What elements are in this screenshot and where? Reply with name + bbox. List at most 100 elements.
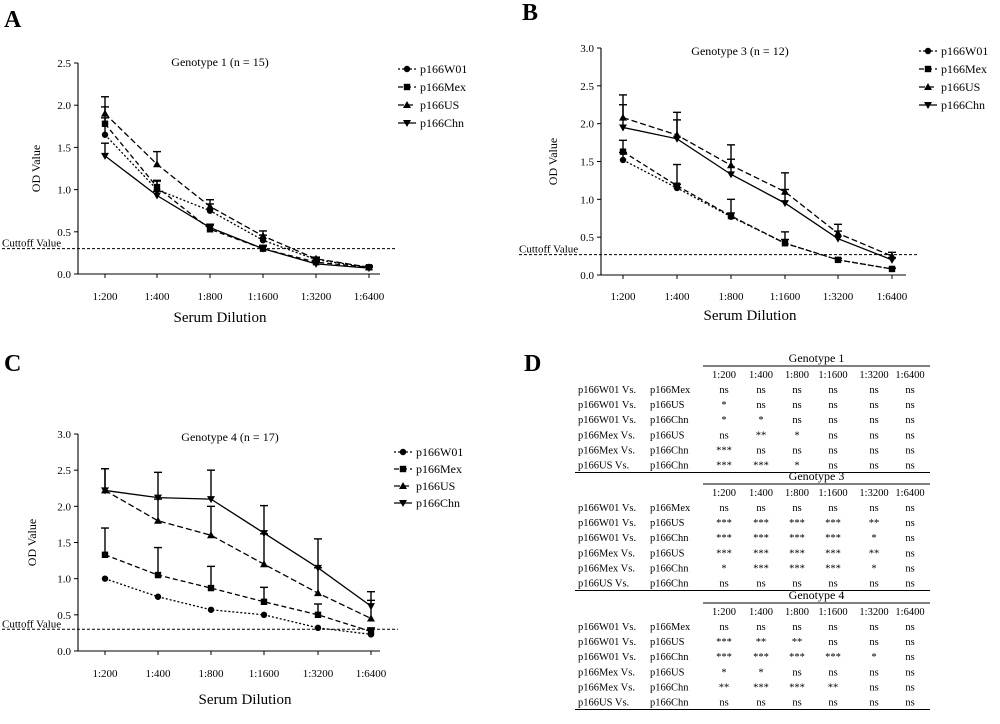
data-point-p166W01 [619, 156, 627, 164]
table-row: p166Mex Vs. p166Chn ** *** *** ** ns ns [578, 682, 915, 693]
legend-label: p166Chn [941, 98, 985, 112]
chart-title: Genotype 4 (n = 17) [181, 430, 278, 444]
legend-label: p166Mex [941, 62, 987, 76]
significance-cell: ns [756, 622, 765, 633]
data-point-p166Chn [365, 265, 373, 273]
x-tick-label: 1:200 [92, 668, 118, 680]
comparison-right: p166US [650, 518, 685, 529]
y-tick-label: 2.0 [57, 501, 71, 513]
series-line-p166W01 [104, 578, 372, 636]
x-tick-label: 1:6400 [356, 668, 387, 680]
table-column-header: 1:800 [785, 488, 809, 499]
table-column-header: 1:400 [749, 370, 773, 381]
series-line-p166US [104, 489, 372, 620]
x-tick-label: 1:3200 [301, 291, 332, 303]
significance-cell: ** [869, 548, 880, 559]
series-line-p166Mex [104, 123, 370, 268]
y-tick-label: 2.0 [57, 100, 71, 112]
significance-cell: ns [792, 622, 801, 633]
significance-cell: *** [753, 518, 769, 529]
legend-marker [403, 83, 411, 91]
legend-label: p166Chn [420, 116, 464, 130]
table-row: p166W01 Vs. p166US *** ** ** ns ns ns [578, 637, 915, 648]
significance-cell: *** [716, 548, 732, 559]
significance-cell: ns [756, 579, 765, 590]
series-p166Mex [101, 106, 373, 271]
legend-label: p166US [420, 98, 459, 112]
significance-cell: *** [789, 548, 805, 559]
x-tick-label: 1:3200 [823, 291, 854, 303]
series-p166Chn [619, 104, 896, 264]
significance-cell: ns [905, 667, 914, 678]
significance-cell: ns [905, 400, 914, 411]
table-column-header: 1:6400 [895, 607, 924, 618]
table-row: p166Mex Vs. p166Chn * *** *** *** * ns [578, 563, 915, 574]
comparison-left: p166Mex Vs. [578, 563, 635, 574]
series-p166Chn [101, 142, 373, 273]
significance-cell: ns [828, 415, 837, 426]
comparison-right: p166Chn [650, 415, 689, 426]
data-point-p166Mex [367, 628, 375, 635]
significance-cell: * [758, 415, 763, 426]
comparison-left: p166W01 Vs. [578, 652, 636, 663]
x-tick-label: 1:400 [144, 291, 170, 303]
table-column-header: 1:1600 [818, 607, 847, 618]
legend-marker [403, 120, 411, 127]
comparison-right: p166Mex [650, 385, 691, 396]
data-point-p166W01 [260, 611, 268, 619]
legend-entry-p166Mex: p166Mex [919, 62, 987, 76]
significance-cell: ns [756, 400, 765, 411]
table-row: p166US Vs. p166Chn *** *** * ns ns ns [578, 461, 915, 472]
significance-cell: ns [869, 622, 878, 633]
data-point-p166Mex [101, 551, 109, 558]
series-line-p166Chn [104, 489, 372, 607]
table-row: p166Mex Vs. p166US *** *** *** *** ** ns [578, 548, 915, 559]
comparison-right: p166Chn [650, 682, 689, 693]
data-point-p166W01 [154, 593, 162, 600]
comparison-left: p166W01 Vs. [578, 637, 636, 648]
table-column-header: 1:6400 [895, 370, 924, 381]
legend-marker [924, 102, 932, 109]
data-point-p166Mex [153, 183, 161, 191]
significance-cell: *** [753, 682, 769, 693]
table-row: p166W01 Vs. p166Chn * * ns ns ns ns [578, 415, 915, 426]
table-row: p166W01 Vs. p166Mex ns ns ns ns ns ns [578, 503, 915, 514]
significance-cell: ns [828, 385, 837, 396]
significance-cell: ns [905, 637, 914, 648]
significance-cell: *** [753, 652, 769, 663]
data-point-p166Mex [673, 182, 681, 189]
data-point-p166Mex [834, 256, 842, 264]
table-row: p166W01 Vs. p166Chn *** *** *** *** * ns [578, 652, 915, 663]
series-p166US [101, 468, 375, 622]
series-line-p166Mex [622, 151, 893, 270]
cutoff-label: Cuttoff Value [2, 618, 61, 630]
legend-label: p166W01 [420, 62, 467, 76]
x-axis-label: Serum Dilution [199, 692, 292, 708]
series-line-p166US [622, 116, 893, 257]
table-row: p166Mex Vs. p166US ns ** * ns ns ns [578, 430, 915, 441]
x-tick-label: 1:400 [145, 668, 171, 680]
significance-cell: ns [756, 385, 765, 396]
table-group-3: Genotype 4 1:200 1:400 1:800 1:1600 1:3200 1:6… [575, 588, 930, 710]
legend-entry-p166W01: p166W01 [394, 445, 463, 459]
comparison-right: p166Mex [650, 503, 691, 514]
significance-cell: ns [828, 637, 837, 648]
table-row: p166US Vs. p166Chn ns ns ns ns ns ns [578, 579, 915, 590]
x-tick-label: 1:6400 [354, 291, 385, 303]
significance-cell: ns [719, 622, 728, 633]
significance-cell: ns [905, 533, 914, 544]
significance-cell: *** [753, 533, 769, 544]
significance-cell: ns [756, 445, 765, 456]
x-tick-label: 1:800 [197, 291, 223, 303]
x-tick-label: 1:800 [198, 668, 224, 680]
x-axis-label: Serum Dilution [704, 308, 797, 324]
series-p166US [619, 94, 896, 260]
y-tick-label: 2.5 [57, 58, 71, 70]
significance-cell: * [871, 533, 876, 544]
significance-cell: ns [869, 503, 878, 514]
significance-cell: ns [905, 415, 914, 426]
comparison-right: p166Mex [650, 622, 691, 633]
table-group-1: Genotype 1 1:200 1:400 1:800 1:1600 1:3200 1:6… [575, 351, 930, 473]
significance-cell: ns [869, 682, 878, 693]
significance-cell: ** [756, 637, 767, 648]
